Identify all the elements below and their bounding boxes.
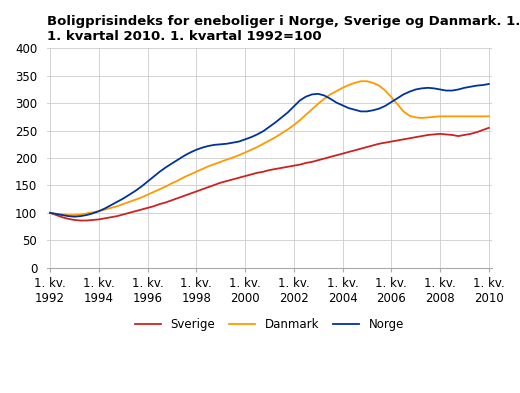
Sverige	[77, 218, 84, 223]
Norge	[449, 88, 456, 93]
Norge	[431, 86, 437, 91]
Danmark	[199, 167, 205, 171]
Sverige	[199, 187, 205, 192]
Sverige	[431, 132, 437, 137]
Danmark	[425, 115, 431, 120]
Legend: Sverige, Danmark, Norge: Sverige, Danmark, Norge	[130, 313, 409, 336]
Danmark	[455, 114, 461, 119]
Line: Sverige: Sverige	[50, 128, 489, 220]
Norge	[150, 174, 157, 179]
Norge	[71, 214, 77, 219]
Norge	[272, 120, 279, 125]
Danmark	[65, 213, 71, 217]
Line: Norge: Norge	[50, 84, 489, 217]
Norge	[486, 82, 492, 86]
Danmark	[272, 135, 279, 140]
Norge	[419, 86, 425, 91]
Line: Danmark: Danmark	[50, 81, 489, 215]
Norge	[199, 145, 205, 150]
Danmark	[47, 211, 53, 215]
Sverige	[419, 134, 425, 138]
Danmark	[150, 190, 157, 195]
Danmark	[437, 114, 443, 119]
Sverige	[150, 204, 157, 209]
Danmark	[358, 79, 364, 84]
Sverige	[47, 211, 53, 215]
Text: Boligprisindeks for eneboliger i Norge, Sverige og Danmark. 1. kvartal 1992-
1. : Boligprisindeks for eneboliger i Norge, …	[47, 15, 520, 43]
Sverige	[486, 125, 492, 130]
Sverige	[272, 167, 279, 171]
Sverige	[449, 132, 456, 137]
Norge	[47, 211, 53, 215]
Danmark	[486, 114, 492, 119]
